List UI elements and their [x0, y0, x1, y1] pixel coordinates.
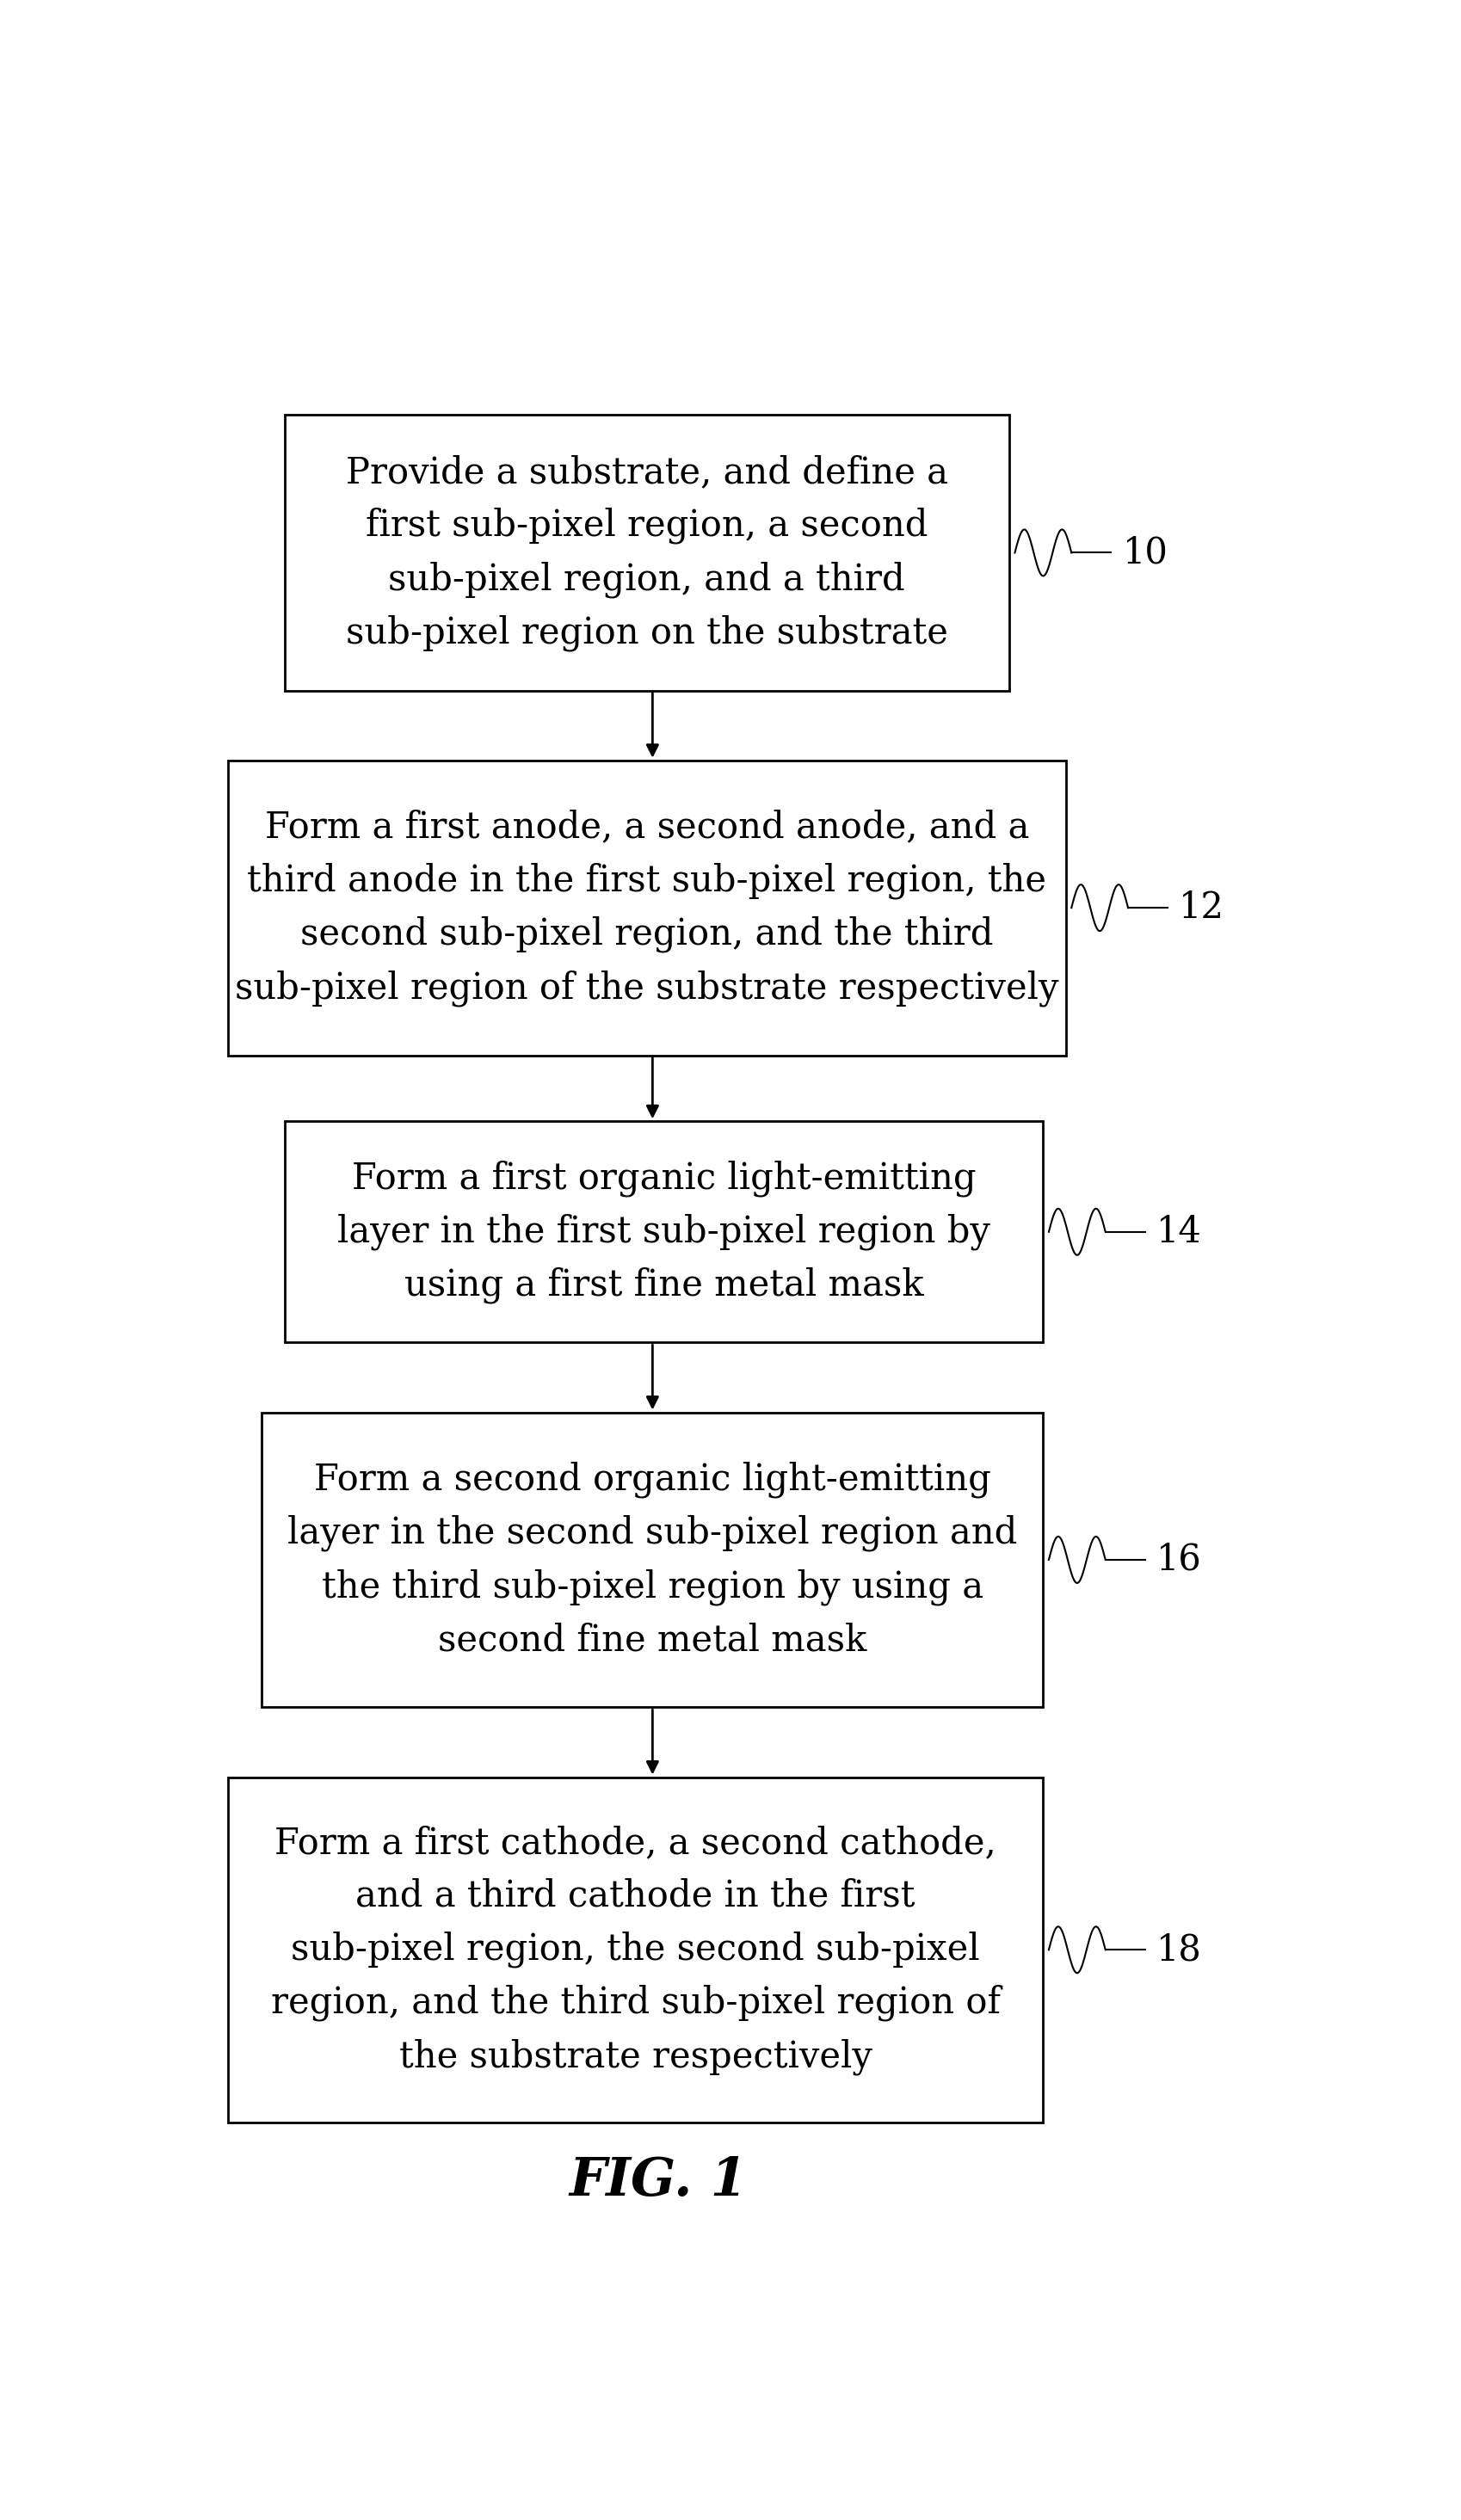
Text: FIG. 1: FIG. 1	[570, 2155, 747, 2208]
Bar	[228, 1777, 1043, 2122]
Bar	[285, 1121, 1043, 1343]
Text: 18: 18	[1157, 1933, 1202, 1968]
Text: 16: 16	[1157, 1542, 1202, 1578]
Text: 10: 10	[1122, 534, 1167, 570]
Text: Form a second organic light-emitting
layer in the second sub-pixel region and
th: Form a second organic light-emitting lay…	[288, 1462, 1017, 1658]
Text: Form a first anode, a second anode, and a
third anode in the first sub-pixel reg: Form a first anode, a second anode, and …	[235, 809, 1059, 1005]
Bar	[285, 416, 1010, 690]
Text: Form a first organic light-emitting
layer in the first sub-pixel region by
using: Form a first organic light-emitting laye…	[337, 1159, 991, 1303]
Text: Provide a substrate, and define a
first sub-pixel region, a second
sub-pixel reg: Provide a substrate, and define a first …	[346, 454, 948, 650]
Bar	[262, 1411, 1043, 1706]
Text: 14: 14	[1157, 1215, 1202, 1250]
Bar	[228, 761, 1065, 1056]
Text: 12: 12	[1179, 890, 1224, 925]
Text: Form a first cathode, a second cathode,
and a third cathode in the first
sub-pix: Form a first cathode, a second cathode, …	[270, 1824, 1001, 2074]
